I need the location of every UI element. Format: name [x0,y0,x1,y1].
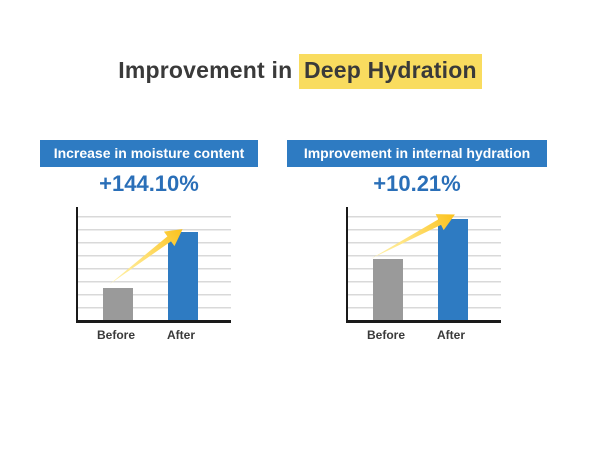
panel-header-hydration: Improvement in internal hydration [287,140,547,167]
percent-value-moisture: +144.10% [99,171,199,196]
title-prefix: Improvement in [118,57,299,83]
x-label-before: Before [96,328,135,342]
x-label-after: After [436,328,465,342]
bar-before [103,288,133,320]
bar-before [373,258,403,320]
bar-after [438,219,468,320]
bar-chart-hydration [346,207,501,323]
x-axis-labels-moisture: Before After [76,328,231,342]
title-highlight: Deep Hydration [298,54,482,89]
page-title: Improvement in Deep Hydration [0,54,600,89]
panel-header-moisture: Increase in moisture content [40,140,258,167]
percent-value-hydration: +10.21% [373,171,461,196]
bar-after [168,231,198,320]
bar-chart-moisture [76,207,231,323]
x-label-before: Before [366,328,405,342]
x-label-after: After [166,328,195,342]
x-axis-labels-hydration: Before After [346,328,501,342]
